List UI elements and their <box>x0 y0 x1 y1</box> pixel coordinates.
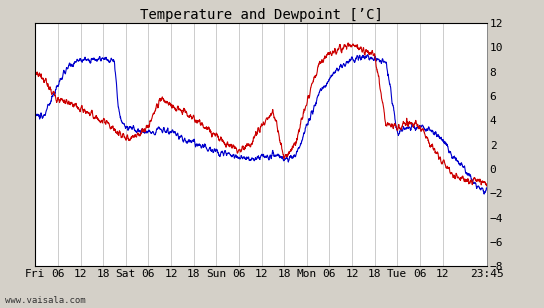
Title: Temperature and Dewpoint [ʼC]: Temperature and Dewpoint [ʼC] <box>140 8 382 22</box>
Text: www.vaisala.com: www.vaisala.com <box>5 296 86 305</box>
